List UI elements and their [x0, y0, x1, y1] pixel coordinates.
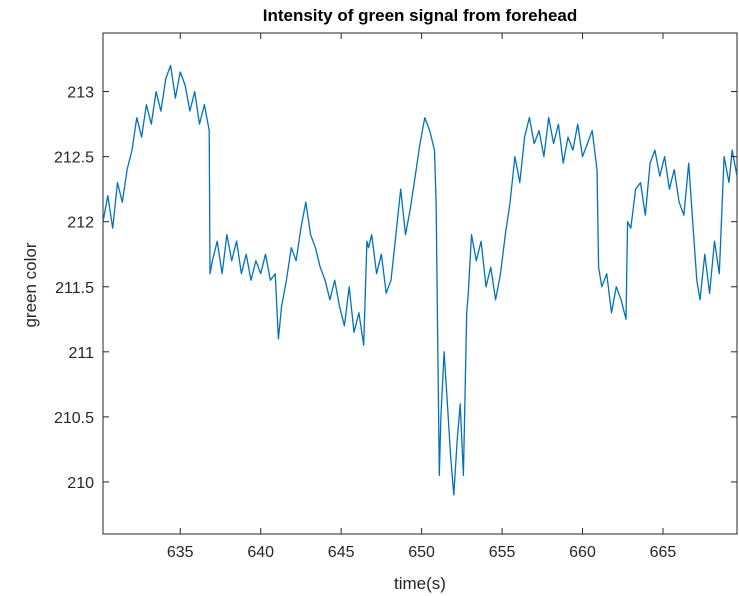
- y-tick-label: 212.5: [54, 150, 94, 167]
- plot-axes: [102, 32, 738, 535]
- x-tick-label: 640: [247, 544, 274, 561]
- x-axis-ticks: 635 640 645 650 655 660 665: [167, 33, 677, 561]
- y-tick-label: 212: [67, 215, 94, 232]
- x-tick-label: 665: [650, 544, 677, 561]
- x-tick-label: 635: [167, 544, 194, 561]
- x-tick-label: 645: [328, 544, 355, 561]
- y-axis-ticks: 210 210.5 211 211.5 212 212.5 213: [54, 85, 737, 492]
- series-line: [102, 64, 738, 496]
- y-tick-label: 211.5: [55, 280, 94, 297]
- y-tick-label: 211: [68, 345, 94, 362]
- plot-frame: [102, 32, 738, 535]
- y-tick-label: 210: [67, 475, 94, 492]
- x-tick-label: 650: [408, 544, 435, 561]
- y-axis-label: green color: [21, 242, 40, 327]
- y-tick-label: 213: [67, 85, 94, 102]
- x-axis-label: time(s): [394, 574, 446, 593]
- chart-title: Intensity of green signal from forehead: [263, 6, 578, 25]
- series-group: [102, 64, 738, 496]
- x-tick-label: 660: [569, 544, 596, 561]
- x-tick-label: 655: [489, 544, 516, 561]
- y-tick-label: 210.5: [54, 410, 94, 427]
